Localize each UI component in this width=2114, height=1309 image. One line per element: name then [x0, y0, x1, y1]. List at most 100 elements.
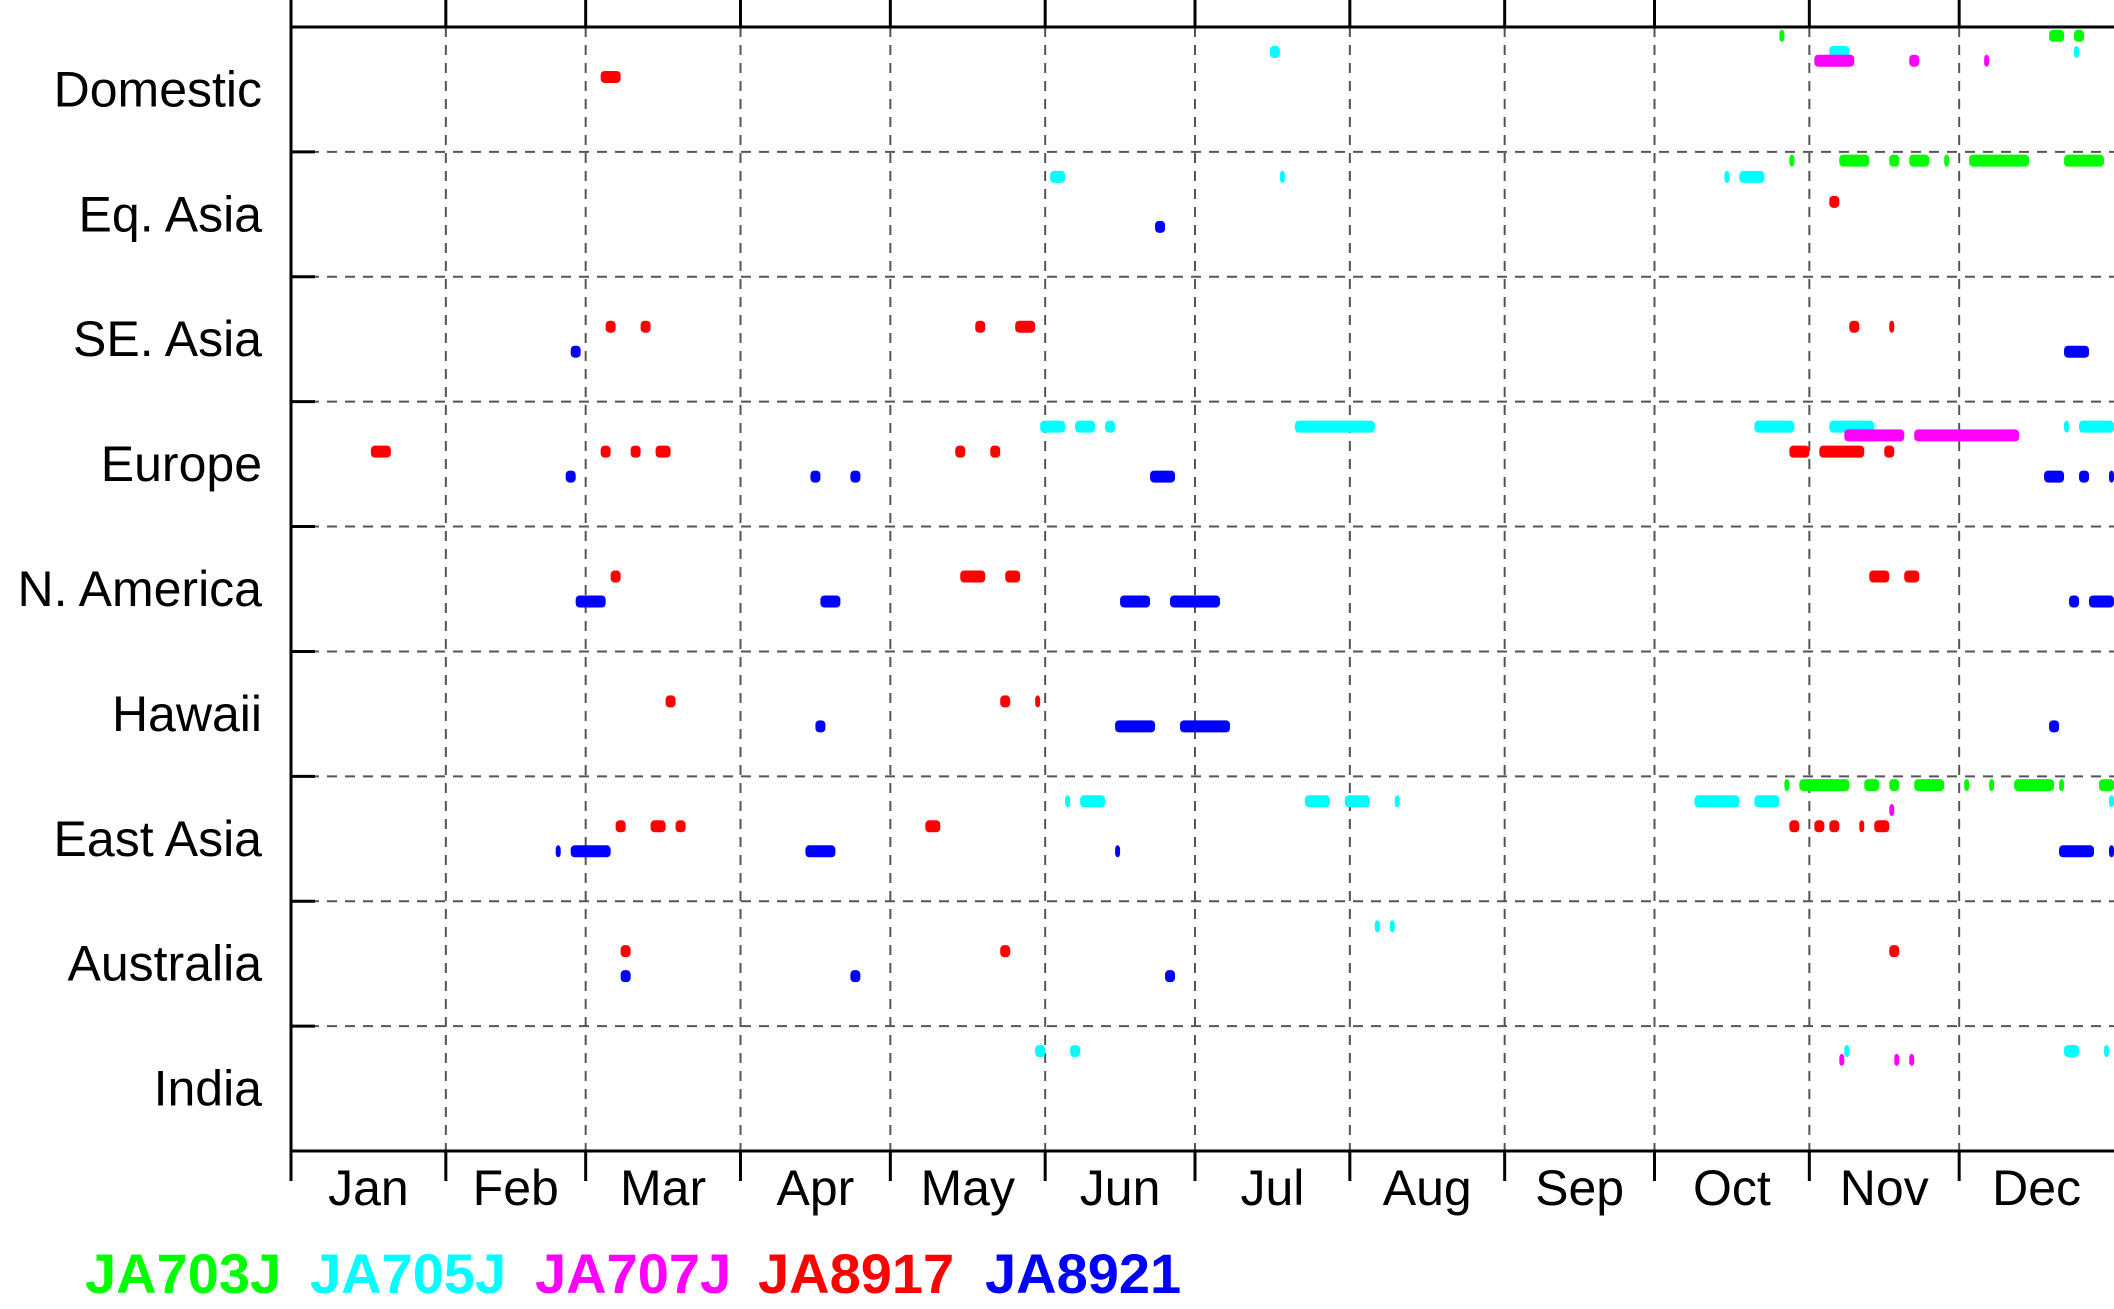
- grid: [291, 27, 2114, 1151]
- flight-bar: [1724, 170, 1730, 183]
- flight-bar: [1839, 154, 1870, 167]
- flight-bar: [2064, 1045, 2080, 1058]
- flight-bar: [2014, 779, 2055, 792]
- flight-bar: [1889, 945, 1900, 958]
- flight-bar: [1889, 320, 1895, 333]
- month-label: May: [921, 1160, 1015, 1216]
- flight-bar: [1799, 779, 1850, 792]
- flight-bar: [1080, 795, 1106, 808]
- flight-bar: [2074, 45, 2080, 58]
- flight-bar: [815, 720, 826, 733]
- category-label: Europe: [101, 436, 262, 492]
- month-label: Oct: [1693, 1160, 1771, 1216]
- flight-bar: [1115, 720, 1156, 733]
- flight-bar: [2059, 779, 2065, 792]
- flight-bar: [675, 820, 686, 833]
- flight-bar: [2049, 29, 2065, 42]
- y-axis-labels: Domestic Eq. Asia SE. Asia Europe N. America…: [17, 61, 262, 1116]
- month-label: Apr: [777, 1160, 855, 1216]
- legend-item: JA705J: [310, 1242, 506, 1305]
- flight-bar: [1180, 720, 1230, 733]
- flight-bar: [2049, 720, 2060, 733]
- flight-bar: [1839, 1053, 1845, 1066]
- flight-bar: [1739, 170, 1765, 183]
- category-label: Eq. Asia: [79, 186, 263, 242]
- flight-bars: [370, 29, 2114, 1066]
- flight-bar: [1070, 1045, 1081, 1058]
- flight-bar: [1829, 195, 1840, 208]
- flight-bar: [1859, 820, 1865, 833]
- flight-bar: [1969, 154, 2030, 167]
- month-label: Jun: [1080, 1160, 1161, 1216]
- flight-bar: [1294, 420, 1375, 433]
- flight-bar: [820, 595, 841, 608]
- flight-bar: [575, 595, 606, 608]
- flight-bar: [565, 470, 576, 483]
- flight-bar: [2059, 845, 2095, 858]
- flight-bar: [630, 445, 641, 458]
- flight-bar: [1814, 54, 1855, 67]
- flight-bar: [1909, 54, 1920, 67]
- legend-item: JA8921: [985, 1242, 1181, 1305]
- flight-bar: [2069, 595, 2080, 608]
- flight-bar: [850, 470, 861, 483]
- flight-bar: [1269, 45, 1280, 58]
- category-label: Australia: [67, 936, 262, 992]
- flight-bar: [1115, 845, 1121, 858]
- flight-bar: [605, 320, 616, 333]
- month-label: Sep: [1535, 1160, 1624, 1216]
- flight-bar: [1170, 595, 1220, 608]
- category-label: SE. Asia: [73, 311, 262, 367]
- flight-bar: [1754, 420, 1795, 433]
- flight-bar: [2064, 154, 2105, 167]
- month-label: Jul: [1240, 1160, 1304, 1216]
- flight-bar: [925, 820, 941, 833]
- flight-bar: [2074, 29, 2085, 42]
- flight-bar: [990, 445, 1001, 458]
- flight-bar: [1819, 445, 1865, 458]
- flight-bar: [1989, 779, 1995, 792]
- flight-bar: [955, 445, 966, 458]
- flight-bar: [1844, 1045, 1850, 1058]
- category-label: Hawaii: [112, 686, 262, 742]
- flight-bar: [1000, 945, 1011, 958]
- category-label: N. America: [17, 561, 262, 617]
- flight-bar: [555, 845, 561, 858]
- flight-bar: [1105, 420, 1116, 433]
- flight-bar: [1884, 445, 1895, 458]
- flight-bar: [1165, 970, 1176, 983]
- flight-bar: [2044, 470, 2065, 483]
- flight-bar: [600, 445, 611, 458]
- plot-frame: [289, 0, 2114, 1181]
- flight-bar: [1075, 420, 1096, 433]
- flight-bar: [1894, 1053, 1900, 1066]
- flight-bar: [850, 970, 861, 983]
- flight-bar: [1120, 595, 1151, 608]
- flight-bar: [1304, 795, 1330, 808]
- legend: JA703J JA705J JA707J JA8917 JA8921: [85, 1242, 1181, 1305]
- legend-item: JA8917: [758, 1242, 954, 1305]
- flight-bar: [1964, 779, 1970, 792]
- category-label: Domestic: [54, 61, 262, 117]
- flight-bar: [1754, 795, 1780, 808]
- flight-bar: [1005, 570, 1021, 583]
- flight-bar: [1889, 804, 1895, 817]
- flight-bar: [1040, 420, 1066, 433]
- flight-bar: [1914, 429, 2020, 442]
- flight-bar: [1829, 820, 1840, 833]
- flight-bar: [1889, 154, 1900, 167]
- flight-bar: [1789, 820, 1800, 833]
- flight-bar: [610, 570, 621, 583]
- legend-item: JA703J: [85, 1242, 281, 1305]
- flight-bar: [1909, 1053, 1915, 1066]
- flight-bar: [1279, 170, 1285, 183]
- flight-bar: [1909, 154, 1930, 167]
- flight-bar: [1844, 429, 1905, 442]
- flight-bar: [1784, 779, 1790, 792]
- flight-bar: [1889, 779, 1900, 792]
- flight-bar: [1849, 320, 1860, 333]
- flight-bar: [2104, 1045, 2110, 1058]
- flight-bar: [2079, 420, 2114, 433]
- legend-item: JA707J: [535, 1242, 731, 1305]
- month-label: Mar: [620, 1160, 706, 1216]
